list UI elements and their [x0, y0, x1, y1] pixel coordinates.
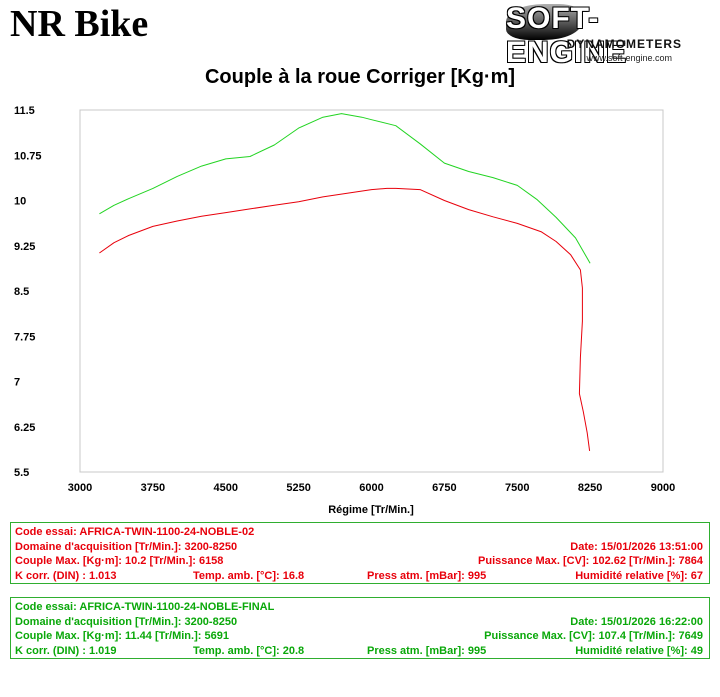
test-code: Code essai: AFRICA-TWIN-1100-24-NOBLE-FI…: [15, 601, 275, 613]
y-tick-label: 10: [14, 196, 26, 208]
plot-area-frame: [79, 109, 664, 473]
test-kcorr: K corr. (DIN) : 1.019: [15, 644, 117, 657]
chart-title: Couple à la roue Corriger [Kg·m]: [204, 66, 516, 88]
x-tick-label: 9000: [651, 482, 675, 494]
y-tick-label: 8.5: [14, 286, 29, 298]
y-tick-label: 10.75: [14, 150, 42, 162]
test-code: Code essai: AFRICA-TWIN-1100-24-NOBLE-02: [15, 526, 255, 538]
x-axis-ticks: 3000 3750 4500 5250 6000 6750 7500 8250 9000: [68, 482, 675, 494]
test-date: Date: 15/01/2026 13:51:00: [570, 540, 703, 553]
x-tick-label: 8250: [578, 482, 602, 494]
series-line-1: [99, 187, 591, 451]
x-tick-label: 7500: [505, 482, 529, 494]
test-press: Press atm. [mBar]: 995: [367, 569, 487, 582]
test-info-box-2: Code essai: AFRICA-TWIN-1100-24-NOBLE-FI…: [10, 597, 710, 659]
test-temp: Temp. amb. [°C]: 16.8: [193, 569, 305, 582]
x-tick-label: 6750: [432, 482, 456, 494]
test-domaine: Domaine d'acquisition [Tr/Min.]: 3200-82…: [15, 615, 238, 628]
series-lines: [99, 113, 591, 451]
y-tick-label: 6.25: [14, 422, 35, 434]
y-axis-ticks: 11.5 10.75 10 9.25 8.5 7.75 7 6.25 5.5: [14, 105, 42, 479]
test-couple-max: Couple Max. [Kg·m]: 11.44 [Tr/Min.]: 569…: [15, 630, 229, 642]
soft-engine-logo: SOFT-ENGINE DYNAMOMETERS www.soft-engine…: [506, 0, 712, 69]
test-domaine: Domaine d'acquisition [Tr/Min.]: 3200-82…: [15, 540, 238, 553]
test-press: Press atm. [mBar]: 995: [367, 644, 487, 657]
torque-chart: 11.5 10.75 10 9.25 8.5 7.75 7 6.25 5.5 3000 3750 4…: [14, 105, 675, 516]
test-puissance-max: Puissance Max. [CV]: 107.4 [Tr/Min.]: 76…: [484, 630, 703, 642]
test-info-box-1: Code essai: AFRICA-TWIN-1100-24-NOBLE-02…: [10, 522, 710, 584]
test-kcorr: K corr. (DIN) : 1.013: [15, 569, 117, 582]
logo-subtitle: DYNAMOMETERS: [566, 37, 682, 51]
x-tick-label: 6000: [359, 482, 383, 494]
logo-brand: SOFT-ENGINE: [506, 2, 628, 69]
y-tick-label: 7: [14, 377, 20, 389]
y-tick-label: 11.5: [14, 105, 35, 117]
test-temp: Temp. amb. [°C]: 20.8: [193, 644, 305, 657]
x-tick-label: 3000: [68, 482, 92, 494]
x-tick-label: 5250: [286, 482, 310, 494]
test-puissance-max: Puissance Max. [CV]: 102.62 [Tr/Min.]: 7…: [478, 555, 703, 567]
test-humidity: Humidité relative [%]: 67: [575, 569, 703, 582]
logo-website: www.soft-engine.com: [586, 53, 672, 63]
y-tick-label: 9.25: [14, 241, 35, 253]
y-tick-label: 5.5: [14, 467, 29, 479]
x-tick-label: 3750: [141, 482, 165, 494]
logo-swoosh-icon: [506, 4, 582, 40]
series-line-2: [99, 113, 591, 264]
test-date: Date: 15/01/2026 16:22:00: [570, 615, 703, 628]
y-tick-label: 7.75: [14, 331, 35, 343]
x-tick-label: 4500: [214, 482, 238, 494]
test-couple-max: Couple Max. [Kg·m]: 10.2 [Tr/Min.]: 6158: [15, 555, 224, 567]
page-title: NR Bike: [10, 3, 149, 45]
test-humidity: Humidité relative [%]: 49: [575, 644, 703, 657]
x-axis-label: Régime [Tr/Min.]: [328, 504, 414, 516]
